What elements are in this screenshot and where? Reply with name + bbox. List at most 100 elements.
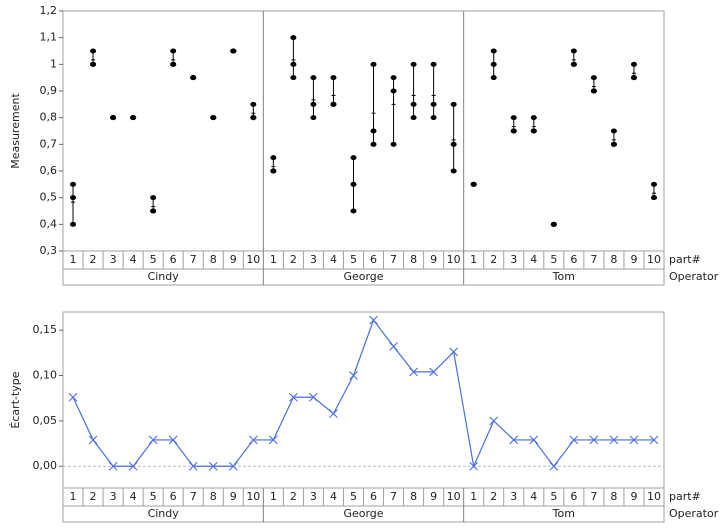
- x-tick-label: 5: [150, 253, 157, 266]
- x-tick-label: 3: [110, 253, 117, 266]
- x-tick-label: 6: [570, 253, 577, 266]
- measurement-point: [310, 101, 317, 107]
- measurement-point: [530, 128, 537, 134]
- measurement-point: [270, 168, 277, 174]
- measurement-point: [290, 75, 297, 81]
- x-tick-label: 1: [270, 253, 277, 266]
- x-tick-label: 8: [610, 490, 617, 503]
- measurement-point: [210, 115, 217, 121]
- y-tick-label: 0,8: [40, 111, 58, 124]
- x-tick-label: 1: [470, 490, 477, 503]
- measurement-point: [470, 181, 477, 187]
- measurement-point: [430, 115, 437, 121]
- plot-frame: [62, 10, 665, 252]
- x-tick-label: 6: [570, 490, 577, 503]
- measurement-point: [490, 48, 497, 54]
- measurement-point: [310, 75, 317, 81]
- x-tick-label: 4: [330, 253, 337, 266]
- measurement-point: [610, 141, 617, 147]
- measurement-point: [110, 115, 117, 121]
- measurement-point: [430, 101, 437, 107]
- y-tick-label: 0,5: [40, 191, 58, 204]
- measurement-point: [330, 101, 337, 107]
- x-tick-label: 3: [510, 490, 517, 503]
- y-tick-label: 0,4: [40, 217, 58, 230]
- x-tick-label: 2: [290, 253, 297, 266]
- y-tick-label: 0,7: [40, 137, 58, 150]
- measurement-point: [390, 75, 397, 81]
- y-tick-label: 0,6: [40, 164, 58, 177]
- x-tick-label: 1: [270, 490, 277, 503]
- measurement-point: [350, 208, 357, 214]
- x-tick-label: 5: [350, 253, 357, 266]
- measurement-point: [410, 101, 417, 107]
- x-tick-label: 7: [590, 253, 597, 266]
- measurement-point: [570, 48, 577, 54]
- measurement-point: [190, 75, 197, 81]
- x-tick-label: 3: [310, 253, 317, 266]
- plot-frame: [62, 311, 665, 489]
- measurement-point: [490, 75, 497, 81]
- measurement-point: [630, 75, 637, 81]
- x-tick-label: 2: [90, 490, 97, 503]
- x-tick-label: 2: [490, 253, 497, 266]
- measurement-point: [270, 155, 277, 161]
- group-label: Cindy: [148, 270, 180, 283]
- std-dev-line: [72, 318, 654, 469]
- x-tick-label: 10: [447, 253, 461, 266]
- x-tick-label: 5: [150, 490, 157, 503]
- measurement-point: [150, 208, 157, 214]
- x-tick-label: 9: [430, 253, 437, 266]
- measurement-point: [230, 48, 237, 54]
- y-tick-label: 0,10: [33, 369, 58, 382]
- measurement-point: [90, 61, 97, 67]
- measurement-point: [390, 141, 397, 147]
- y-tick-label: 0,00: [33, 459, 58, 472]
- x-tick-label: 1: [70, 490, 77, 503]
- x-tick-label: 7: [190, 490, 197, 503]
- y-axis-label: Écart-type: [9, 371, 22, 428]
- measurement-point: [350, 181, 357, 187]
- measurement-point: [590, 75, 597, 81]
- x-tick-label: 2: [90, 253, 97, 266]
- x-tick-label: 7: [390, 490, 397, 503]
- measurement-point: [390, 88, 397, 94]
- y-tick-label: 1,2: [40, 4, 58, 17]
- measurement-point: [90, 48, 97, 54]
- measurement-point: [150, 195, 157, 201]
- x-tick-label: 8: [210, 253, 217, 266]
- group-label: George: [343, 270, 383, 283]
- x-tick-label: 6: [370, 253, 377, 266]
- x-tick-label: 10: [647, 253, 661, 266]
- x-axis-label: Operator: [669, 507, 719, 520]
- x-tick-label: 4: [130, 253, 137, 266]
- x-tick-label: 6: [370, 490, 377, 503]
- group-label: Cindy: [148, 507, 180, 520]
- measurement-point: [430, 61, 437, 67]
- measurement-point: [450, 168, 457, 174]
- x-axis-label: Operator: [669, 270, 719, 283]
- measurement-point: [410, 115, 417, 121]
- x-tick-label: 6: [170, 253, 177, 266]
- x-tick-label: 3: [310, 490, 317, 503]
- x-tick-label: 5: [350, 490, 357, 503]
- measurement-point: [70, 221, 77, 227]
- measurement-point: [550, 221, 557, 227]
- x-tick-label: 1: [70, 253, 77, 266]
- x-tick-label: 10: [647, 490, 661, 503]
- x-tick-label: 8: [410, 253, 417, 266]
- x-tick-label: 8: [210, 490, 217, 503]
- x-tick-label: 3: [510, 253, 517, 266]
- x-tick-label: 8: [410, 490, 417, 503]
- measurement-point: [170, 61, 177, 67]
- measurement-point: [650, 195, 657, 201]
- measurement-point: [70, 181, 77, 187]
- x-tick-label: 7: [390, 253, 397, 266]
- y-tick-label: 0,05: [33, 414, 58, 427]
- measurement-point: [510, 115, 517, 121]
- point-marker: [68, 392, 78, 402]
- measurement-point: [570, 61, 577, 67]
- measurement-point: [450, 101, 457, 107]
- x-tick-label: 6: [170, 490, 177, 503]
